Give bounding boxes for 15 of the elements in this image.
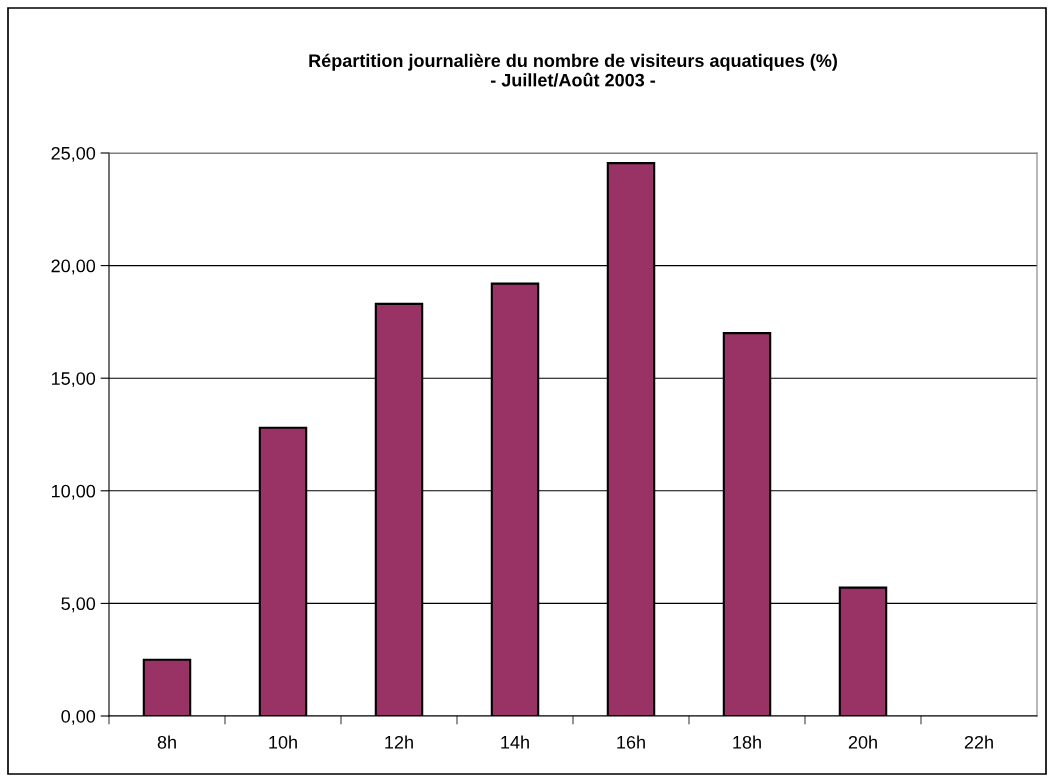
y-tick-label: 15,00 <box>52 372 96 388</box>
x-tick-label: 16h <box>617 735 645 749</box>
x-tick-label: 20h <box>848 735 877 749</box>
x-tick-label: 18h <box>733 735 761 749</box>
y-tick-label: 5,00 <box>61 597 96 613</box>
x-tick-label: 12h <box>385 735 413 749</box>
x-tick-label: 14h <box>501 735 529 749</box>
x-tick-label: 22h <box>964 735 993 749</box>
y-tick-label: 0,00 <box>61 709 96 725</box>
x-tick-label: 10h <box>269 735 297 749</box>
y-tick-label: 25,00 <box>51 146 96 162</box>
chart-title: Répartition journalière du nombre de visiteurs aquatiques (%) - Juillet/Août 2003 - <box>309 53 837 87</box>
x-tick-label: 8h <box>157 735 176 749</box>
y-tick-label: 20,00 <box>51 259 96 275</box>
y-tick-label: 10,00 <box>52 484 96 500</box>
